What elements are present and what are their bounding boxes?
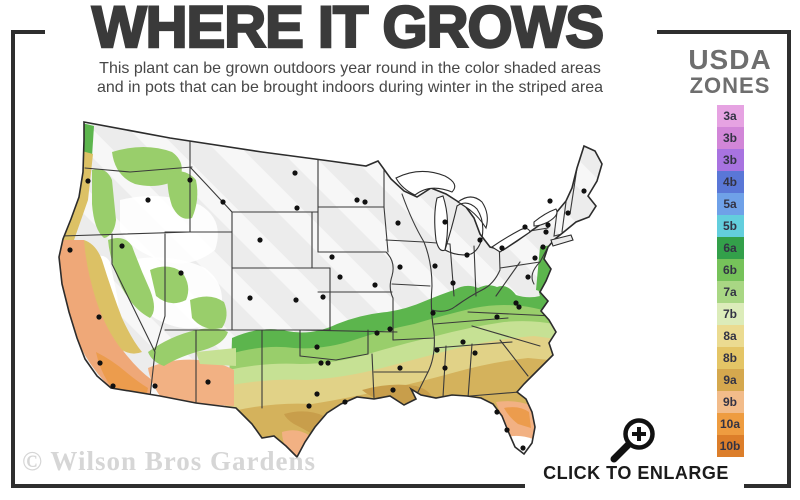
frame-border-right <box>787 30 791 488</box>
zone-swatch-8a: 8a <box>716 325 744 347</box>
zone-swatch-8b: 8b <box>716 347 744 369</box>
zone-swatch-5b: 5b <box>716 215 744 237</box>
zone-swatch-3b: 3b <box>716 149 744 171</box>
zone-swatch-10b: 10b <box>716 435 744 457</box>
zone-swatch-4b: 4b <box>716 171 744 193</box>
frame-border-top-right <box>657 30 791 34</box>
subtitle-line-1: This plant can be grown outdoors year ro… <box>99 60 601 77</box>
usda-zones-legend: USDA ZONES 3a 3b 3b 4b 5a 5b 6a 6b 7a 7b 8a 8b 9a 9b 1… <box>686 46 774 457</box>
frame-border-bottom-right <box>744 484 791 488</box>
legend-title-zones: ZONES <box>689 73 771 98</box>
legend-title-usda: USDA <box>688 44 772 75</box>
zone-swatch-9b: 9b <box>716 391 744 413</box>
zone-swatch-10a: 10a <box>716 413 744 435</box>
watermark-wilson-bros-gardens: © Wilson Bros Gardens <box>22 446 316 476</box>
zone-swatch-3b: 3b <box>716 127 744 149</box>
frame-border-top-left <box>11 30 45 34</box>
zone-swatch-6a: 6a <box>716 237 744 259</box>
page-title: WHERE IT GROWS <box>91 0 606 61</box>
frame-border-bottom <box>11 484 525 488</box>
great-lakes <box>395 170 574 256</box>
zone-swatch-3a: 3a <box>716 105 744 127</box>
zone-swatch-9a: 9a <box>716 369 744 391</box>
zone-swatch-6b: 6b <box>716 259 744 281</box>
city-dots <box>67 170 587 451</box>
zone-orange-florida <box>504 407 531 428</box>
subtitle-line-2: and in pots that can be brought indoors … <box>96 79 604 96</box>
frame-border-left <box>11 30 15 488</box>
zone-swatch-7b: 7b <box>716 303 744 325</box>
zone-swatch-7a: 7a <box>716 281 744 303</box>
magnifier-zoom-icon[interactable] <box>606 414 664 466</box>
zone-swatch-list: 3a 3b 3b 4b 5a 5b 6a 6b 7a 7b 8a 8b 9a 9b 10a 10b <box>686 105 774 457</box>
click-to-enlarge-button[interactable]: CLICK TO ENLARGE <box>543 463 729 483</box>
zone-swatch-5a: 5a <box>716 193 744 215</box>
